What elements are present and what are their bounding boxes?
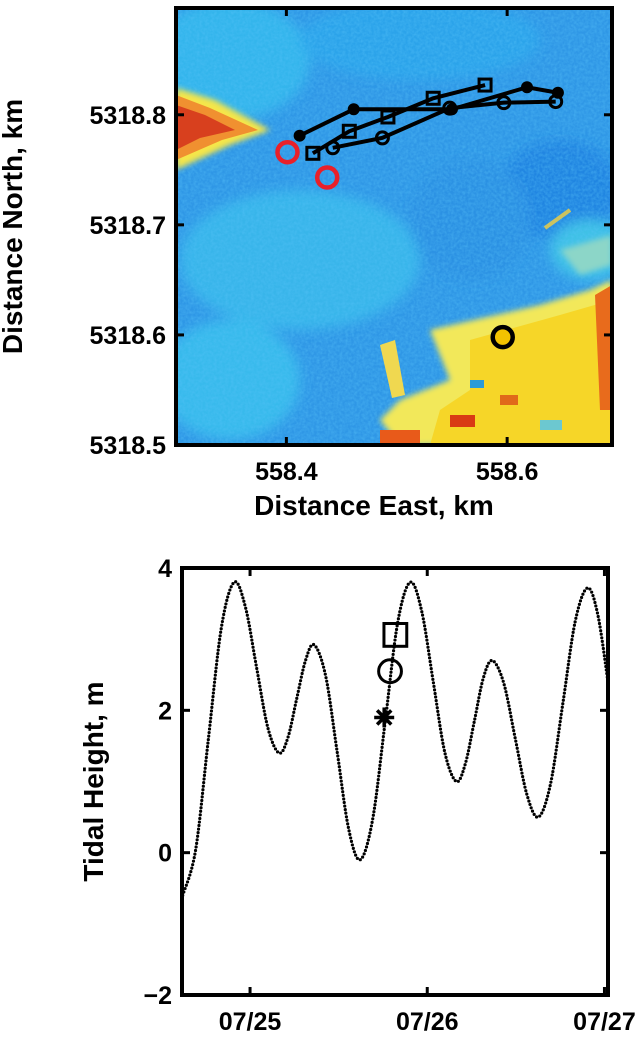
land-right [380,235,612,445]
chart-layers: 558.4 558.6 5318.5 5318.6 5318.7 5318.8 Distan… [0,6,636,1036]
marker-shape [521,81,534,94]
marker-shape [377,658,403,685]
map-image [176,8,612,445]
marker-dot [490,324,515,350]
marker-shape [314,165,340,190]
marker-shape [382,621,409,648]
marker-square [341,123,357,139]
marker-shape [442,100,458,116]
marker-shape [374,130,390,146]
marker-shape [275,139,300,165]
marker-square [425,90,441,106]
marker-ring [275,139,300,165]
axes-frame [180,566,610,997]
marker-open-circle [496,95,512,111]
marker-square [380,109,396,125]
marker-shape [380,109,396,125]
marker-shape [305,145,321,161]
x-tick-label: 558.6 [476,458,539,486]
y-tick-label: −2 [143,982,172,1010]
x-tick-label: 07/25 [219,1008,282,1036]
marker-shape [548,94,564,110]
marker-filled-circle [347,103,360,116]
marker-open-circle [377,658,403,685]
marker-ring [314,165,340,190]
y-tick-label: 2 [158,697,172,725]
marker-shape [293,129,306,142]
marker-open-circle [548,94,564,110]
marker-shape [490,324,515,350]
axes-frame [174,6,614,447]
marker-filled-circle [521,81,534,94]
y-tick-label: 5318.7 [90,212,166,240]
marker-open-circle [442,100,458,116]
panel: 07/25 07/26 07/27 −2 0 2 4 Tidal Height, m [78,555,636,1036]
y-axis-label: Tidal Height, m [78,681,109,881]
y-tick-label: 5318.6 [90,322,166,350]
track-line [311,83,486,156]
marker-square [477,77,493,93]
land-left [176,88,270,170]
marker-open-circle [374,130,390,146]
marker-square [382,621,409,648]
marker-square [305,145,321,161]
streak [543,208,572,230]
marker-shape [496,95,512,111]
marker-shape [341,123,357,139]
y-tick-label: 5318.5 [90,432,167,460]
x-tick-label: 07/26 [396,1008,459,1036]
marker-shape [325,140,341,156]
x-axis-label: Distance East, km [254,490,494,521]
x-tick-label: 07/27 [573,1008,636,1036]
marker-shape [425,90,441,106]
marker-asterisk [374,707,395,728]
marker-shape [347,103,360,116]
y-tick-label: 4 [158,555,172,583]
marker-shape [375,709,393,726]
y-axis-label: Distance North, km [0,99,28,354]
panel: 558.4 558.6 5318.5 5318.6 5318.7 5318.8 Distan… [0,6,614,521]
marker-filled-circle [293,129,306,142]
x-tick-label: 558.4 [255,458,318,486]
marker-shape [477,77,493,93]
y-tick-label: 0 [158,840,172,868]
tide-curve [181,580,610,897]
marker-open-circle [325,140,341,156]
y-tick-label: 5318.8 [90,102,167,130]
